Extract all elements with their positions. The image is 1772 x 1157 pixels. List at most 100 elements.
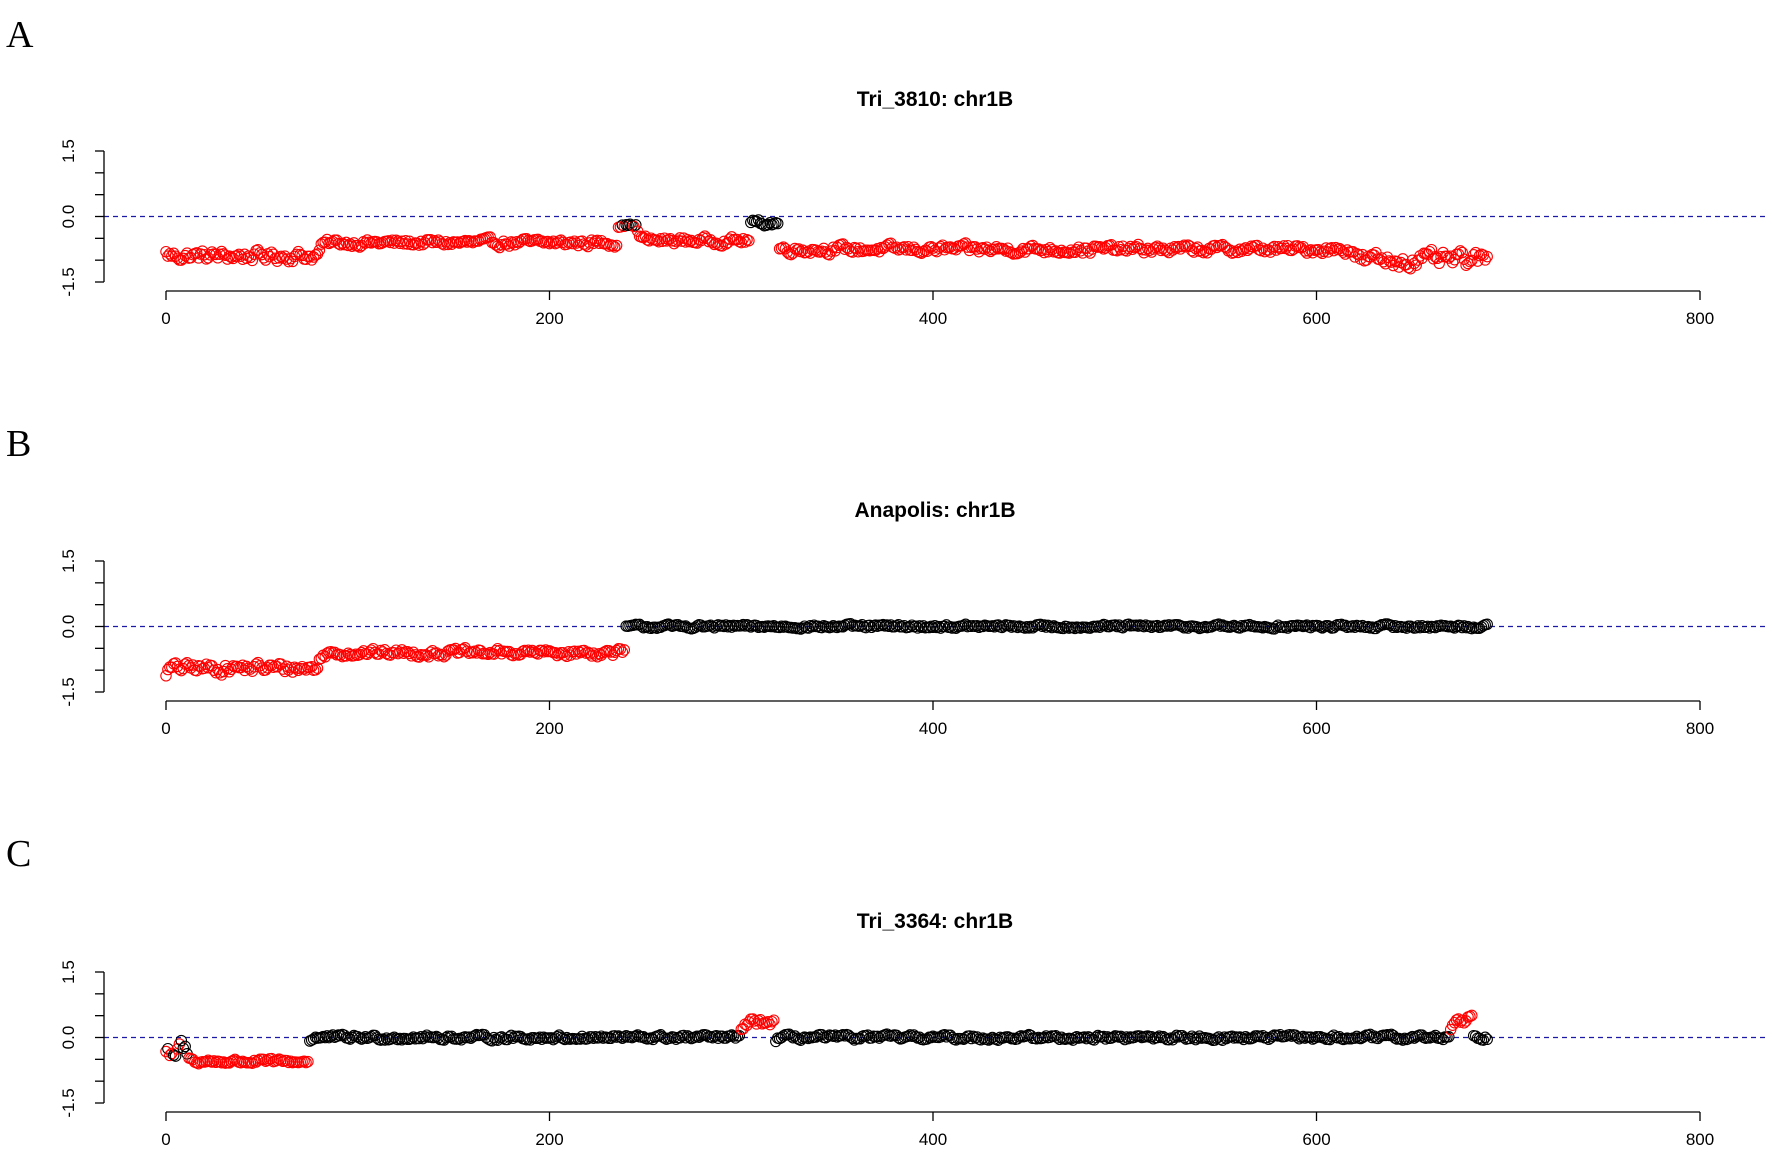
scatter-point [587, 647, 600, 659]
scatter-point [723, 1030, 736, 1042]
scatter-point [169, 1050, 182, 1062]
scatter-point [927, 621, 939, 634]
scatter-point [208, 1055, 220, 1067]
scatter-point [1023, 243, 1035, 255]
x-tick-label: 200 [535, 309, 563, 328]
scatter-point [1218, 240, 1231, 253]
scatter-point [1349, 1032, 1361, 1044]
scatter-point [998, 620, 1010, 632]
scatter-point [585, 650, 598, 662]
scatter-point [265, 246, 278, 258]
scatter-point [467, 646, 479, 659]
scatter-point [206, 1056, 218, 1068]
scatter-point [284, 1055, 297, 1067]
scatter-point [869, 619, 882, 631]
scatter-point [1046, 621, 1058, 634]
scatter-point [321, 1030, 333, 1042]
scatter-point [982, 244, 995, 256]
scatter-point [217, 665, 230, 678]
chart-title-a: Tri_3810: chr1B [857, 88, 1013, 111]
scatter-point [1176, 620, 1189, 633]
scatter-point [1414, 621, 1426, 634]
scatter-point [375, 1034, 387, 1046]
scatter-point [1306, 246, 1319, 259]
scatter-point [1188, 1032, 1200, 1044]
scatter-point [459, 234, 471, 247]
scatter-point [733, 235, 746, 248]
scatter-point [482, 648, 494, 661]
scatter-point [353, 1032, 366, 1044]
scatter-point [461, 236, 473, 248]
scatter-point [1061, 620, 1073, 633]
scatter-point [934, 240, 947, 253]
scatter-point [1038, 1031, 1050, 1044]
scatter-point [493, 241, 506, 254]
scatter-point [204, 249, 216, 261]
scatter-point [534, 1031, 546, 1043]
scatter-point [718, 620, 730, 633]
plot-area-a: 0 200 400 600 800 -1.5 0.0 1.5 [59, 139, 1768, 328]
scatter-point [401, 645, 414, 658]
scatter-point [1456, 246, 1468, 259]
x-tick-label: 400 [919, 309, 947, 328]
scatter-point [733, 1029, 746, 1042]
scatter-point [250, 1056, 262, 1068]
scatter-point [664, 1032, 677, 1044]
scatter-point [750, 1018, 763, 1030]
scatter-point [689, 621, 701, 634]
scatter-point [1067, 621, 1079, 634]
panel-label-b: B [6, 423, 31, 465]
scatter-point [1092, 620, 1104, 632]
scatter-point [1142, 1030, 1154, 1042]
scatter-point [296, 660, 308, 673]
scatter-point [827, 1030, 840, 1042]
scatter-point [440, 1031, 452, 1044]
scatter-point [806, 620, 818, 633]
scatter-point [246, 254, 259, 267]
scatter-point [1005, 621, 1018, 633]
data-points [160, 214, 1493, 275]
scatter-point [722, 620, 734, 633]
scatter-point [1479, 254, 1491, 266]
scatter-point [1095, 619, 1108, 632]
scatter-point [1385, 619, 1398, 632]
scatter-point [584, 237, 596, 249]
x-tick-label: 0 [161, 309, 170, 328]
scatter-point [670, 235, 682, 248]
scatter-point [1283, 1028, 1296, 1041]
scatter-point [1180, 621, 1192, 633]
scatter-point [656, 235, 669, 247]
scatter-point [576, 1030, 588, 1043]
scatter-point [1448, 253, 1461, 266]
scatter-point [290, 662, 303, 675]
scatter-point [1021, 621, 1033, 633]
scatter-point [244, 251, 257, 264]
scatter-point [417, 1032, 429, 1045]
scatter-point [1387, 1029, 1399, 1042]
scatter-point [1038, 619, 1050, 631]
scatter-point [1345, 621, 1357, 633]
scatter-point [432, 649, 445, 662]
scatter-point [768, 1014, 780, 1026]
scatter-point [428, 234, 441, 247]
scatter-point [1138, 620, 1150, 633]
scatter-point [1009, 620, 1022, 633]
scatter-point [1444, 250, 1457, 262]
scatter-point [545, 1032, 558, 1044]
scatter-point [484, 231, 496, 243]
scatter-point [743, 234, 755, 247]
scatter-point [1051, 1031, 1064, 1044]
x-tick-label: 400 [919, 1130, 947, 1149]
scatter-point [614, 1031, 627, 1043]
scatter-point [593, 1031, 606, 1044]
scatter-point [965, 1032, 978, 1045]
scatter-point [348, 237, 360, 249]
scatter-point [1044, 620, 1056, 633]
scatter-point [1280, 620, 1292, 633]
scatter-point [764, 1018, 776, 1031]
scatter-point [1107, 1031, 1119, 1043]
scatter-point [242, 250, 255, 262]
scatter-point [451, 236, 464, 248]
panel-label-a: A [6, 14, 34, 56]
scatter-point [1163, 619, 1175, 631]
